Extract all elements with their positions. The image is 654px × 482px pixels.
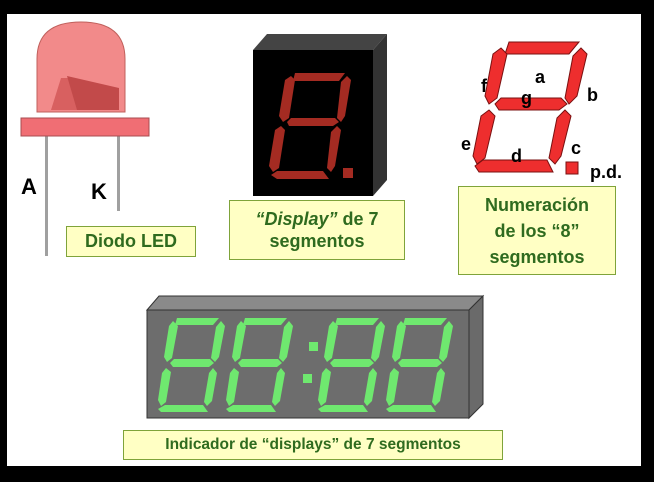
clock-segment-g xyxy=(238,359,282,367)
label-d: d xyxy=(511,146,522,166)
led-anode-label: A xyxy=(21,174,37,199)
label-dp: p.d. xyxy=(590,162,622,182)
label-f: f xyxy=(481,76,488,96)
clock-segment-a xyxy=(403,318,447,325)
clock-side-face xyxy=(468,294,484,420)
clock-segment-d xyxy=(318,405,368,412)
clock-digit xyxy=(386,318,453,412)
led-cathode-leg xyxy=(117,136,120,211)
clock-digit xyxy=(318,318,385,412)
diagram-panel: A K Diodo LED “Display” de 7 xyxy=(7,14,641,466)
label-a: a xyxy=(535,67,546,87)
seg-dp xyxy=(343,168,353,178)
numbering-caption-line1: Numeración xyxy=(484,194,590,215)
clock-segment-f xyxy=(392,321,406,362)
clock-segment-d xyxy=(158,405,208,412)
single-display xyxy=(253,34,387,196)
led-anode-leg xyxy=(45,136,48,256)
led-caption-text: Diodo LED xyxy=(85,231,177,251)
clock-segment-b xyxy=(371,321,385,362)
label-g: g xyxy=(521,88,532,108)
label-c: c xyxy=(571,138,581,158)
clock-segment-g xyxy=(170,359,214,367)
num-seg-c xyxy=(548,109,572,165)
clock-segment-f xyxy=(232,321,246,362)
colon-dot-bottom xyxy=(303,374,312,383)
clock-segment-a xyxy=(335,318,379,325)
display-top-face xyxy=(253,34,387,50)
clock-segment-g xyxy=(330,359,374,367)
segment-numbering-diagram: a b c d e f g p.d. xyxy=(461,41,622,182)
clock-segment-f xyxy=(164,321,178,362)
clock-segment-e xyxy=(158,368,171,406)
led-caption: Diodo LED xyxy=(66,226,196,257)
colon-dot-top xyxy=(309,342,318,351)
single-display-caption: “Display” de 7 segmentos xyxy=(229,200,405,260)
numbering-segments xyxy=(472,41,588,175)
single-display-caption-line2: segmentos xyxy=(269,231,365,251)
clock-segment-a xyxy=(175,318,219,325)
clock-digit xyxy=(226,318,293,412)
clock-segment-e xyxy=(386,368,399,406)
label-e: e xyxy=(461,134,471,154)
clock-display xyxy=(145,294,485,420)
seg-f xyxy=(279,76,295,122)
seg-a xyxy=(293,73,345,81)
label-b: b xyxy=(587,85,598,105)
seg-b xyxy=(337,76,351,122)
clock-segment-c xyxy=(204,368,217,406)
led-cathode-label: K xyxy=(91,179,107,204)
clock-segment-g xyxy=(398,359,442,367)
numbering-caption-line2: de los “8” xyxy=(494,220,580,241)
seg-c xyxy=(327,126,341,172)
clock-segment-c xyxy=(272,368,285,406)
display-side-face xyxy=(373,34,387,196)
clock-caption: Indicador de “displays” de 7 segmentos xyxy=(123,430,503,460)
clock-segment-b xyxy=(211,321,225,362)
caption-display-word: “Display” xyxy=(255,209,338,229)
num-seg-d xyxy=(474,159,554,173)
clock-segment-b xyxy=(439,321,453,362)
num-seg-g xyxy=(494,97,568,111)
clock-segment-e xyxy=(318,368,331,406)
clock-top-face xyxy=(145,295,485,311)
clock-segment-f xyxy=(324,321,338,362)
numbering-caption: Numeración de los “8” segmentos xyxy=(458,186,616,275)
numbering-caption-line3: segmentos xyxy=(489,246,585,267)
clock-segment-c xyxy=(364,368,377,406)
num-seg-f xyxy=(484,47,508,105)
clock-segment-a xyxy=(243,318,287,325)
clock-segment-c xyxy=(432,368,445,406)
led-die xyxy=(67,76,119,110)
num-seg-b xyxy=(564,47,588,105)
seg-e xyxy=(269,126,285,172)
clock-colon xyxy=(303,342,318,383)
seg-d xyxy=(271,171,329,179)
single-display-caption-line1: “Display” de 7 xyxy=(255,208,378,230)
led-flange xyxy=(20,117,150,137)
single-display-segments xyxy=(269,73,353,179)
clock-segment-d xyxy=(386,405,436,412)
clock-segment-e xyxy=(226,368,239,406)
led-diagram: A K xyxy=(20,21,150,256)
seg-g xyxy=(287,118,339,126)
num-seg-a xyxy=(504,41,581,55)
num-seg-e xyxy=(472,109,496,165)
clock-digits xyxy=(158,318,453,412)
num-seg-dp xyxy=(565,161,579,175)
caption-de-7: de 7 xyxy=(337,209,379,229)
clock-digit xyxy=(158,318,225,412)
clock-segment-d xyxy=(226,405,276,412)
clock-caption-text: Indicador de “displays” de 7 segmentos xyxy=(165,436,461,453)
clock-segment-b xyxy=(279,321,293,362)
